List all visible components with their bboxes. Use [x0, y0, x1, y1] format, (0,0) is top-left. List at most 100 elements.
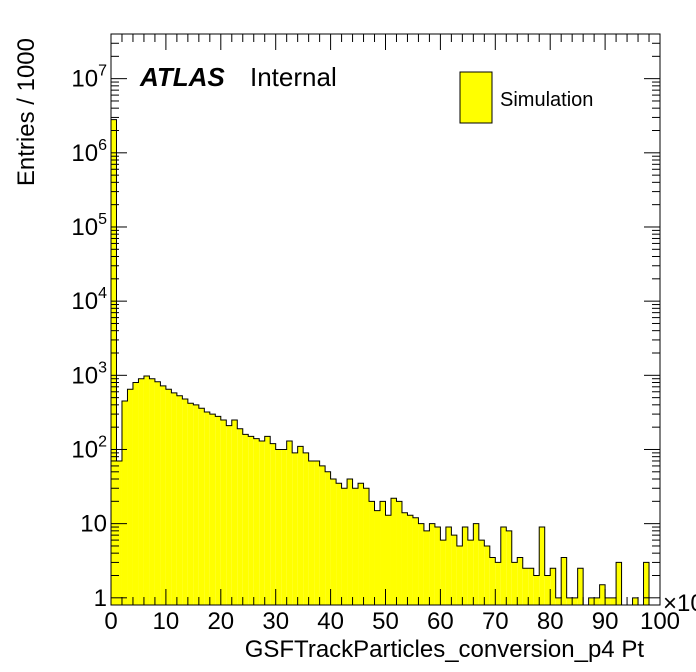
x-axis-label: GSFTrackParticles_conversion_p4 Pt [245, 636, 645, 663]
histogram-bin [511, 562, 518, 605]
histogram-bin [369, 501, 375, 605]
y-tick-label: 104 [71, 285, 107, 315]
histogram-bin [616, 562, 622, 605]
histogram-bin [434, 527, 441, 605]
histogram-bin [605, 597, 611, 605]
histogram-bin [473, 523, 479, 605]
histogram-bin [594, 597, 600, 605]
histogram-bin [237, 428, 243, 605]
histogram-bin [429, 523, 435, 605]
histogram-bin [121, 401, 128, 605]
histogram-bin [632, 597, 639, 605]
histogram-bin [319, 465, 326, 605]
histogram-bin [561, 557, 567, 605]
histogram-bin [138, 378, 144, 605]
y-tick-label: 107 [71, 63, 107, 93]
y-tick-label: 103 [71, 359, 107, 389]
histogram-bin [248, 436, 254, 605]
histogram-bin [341, 488, 348, 605]
histogram-bin [297, 446, 304, 605]
x-tick-label: 30 [262, 608, 289, 635]
histogram-bin [555, 597, 562, 605]
y-tick-label: 106 [71, 137, 107, 167]
histogram-bin [418, 523, 424, 605]
histogram-bin [478, 540, 485, 605]
histogram-bin [396, 501, 402, 605]
histogram-bin [539, 527, 545, 605]
histogram-bin [528, 568, 534, 605]
histogram-bin [489, 557, 496, 605]
atlas-bold-text: ATLAS [139, 62, 225, 92]
histogram-bin [226, 425, 232, 605]
histogram-bin [401, 512, 408, 605]
histogram-bin [220, 419, 227, 605]
histogram-bin [231, 419, 238, 605]
legend: Simulation [459, 71, 593, 124]
histogram-bin [308, 460, 315, 605]
histogram-bin [275, 449, 282, 605]
histogram-bin [264, 436, 271, 605]
histogram-bin [544, 575, 551, 605]
x-tick-label: 80 [537, 608, 564, 635]
histogram-bin [286, 441, 293, 605]
histogram-outline [110, 119, 660, 606]
histogram-bin [187, 403, 194, 605]
x-tick-label: 10 [153, 608, 180, 635]
histogram-bin [209, 414, 216, 605]
histogram-bin [292, 452, 298, 605]
histogram-bin [127, 389, 133, 605]
histogram-bin [599, 584, 606, 605]
y-axis-label: Entries / 1000 [13, 38, 40, 186]
histogram-bin [423, 530, 430, 605]
histogram-bin [111, 119, 117, 606]
histogram-bin [407, 515, 413, 605]
histogram-bin [325, 471, 331, 605]
x-tick-label: 60 [427, 608, 454, 635]
y-tick-labels: 1 10 102 103 104 105 106 107 [71, 63, 107, 612]
histogram-bin [506, 530, 512, 605]
histogram-bin [171, 392, 177, 605]
x-tick-label: 70 [482, 608, 509, 635]
histogram-bin [193, 404, 199, 605]
histogram-bin [550, 568, 556, 605]
histogram-bin [242, 434, 249, 605]
histogram-bin [303, 452, 309, 605]
histogram-bin [204, 412, 210, 605]
histogram-bin [160, 385, 166, 605]
histogram-bin [566, 597, 573, 605]
histogram-bin [358, 483, 364, 605]
y-tick-label: 1 [94, 585, 107, 612]
histogram-bin [330, 478, 337, 605]
histogram-bin [374, 510, 381, 605]
histogram-bin [385, 515, 391, 605]
x-tick-label: 50 [372, 608, 399, 635]
histogram-bin [149, 378, 155, 605]
legend-swatch [459, 71, 493, 124]
x-tick-label: 90 [592, 608, 619, 635]
atlas-label: ATLAS Internal [139, 62, 337, 92]
histogram-bin [643, 562, 650, 605]
x-tick-label: 20 [207, 608, 234, 635]
histogram-bin [253, 438, 260, 605]
histogram-bin [336, 483, 342, 605]
histogram-bin [347, 478, 353, 605]
histogram-bin [132, 382, 139, 605]
histogram-bin [577, 568, 584, 605]
y-tick-label: 102 [71, 433, 107, 463]
atlas-internal-text: Internal [250, 62, 337, 92]
histogram-bin [517, 557, 523, 605]
histogram-bin [380, 501, 386, 605]
histogram-bin [456, 545, 463, 605]
x-tick-label: 40 [317, 608, 344, 635]
histogram-bin [182, 398, 188, 605]
histogram-bin [198, 408, 205, 605]
histogram-bin [390, 498, 397, 605]
histogram-bin [281, 449, 287, 605]
histogram-bin [467, 540, 474, 605]
histogram-bin [440, 540, 446, 605]
axis-ticks [110, 33, 661, 605]
histogram-bin [610, 597, 617, 605]
x-exponent-label: ×10 [663, 590, 696, 617]
histogram-bin [500, 527, 507, 605]
legend-label: Simulation [500, 89, 593, 111]
